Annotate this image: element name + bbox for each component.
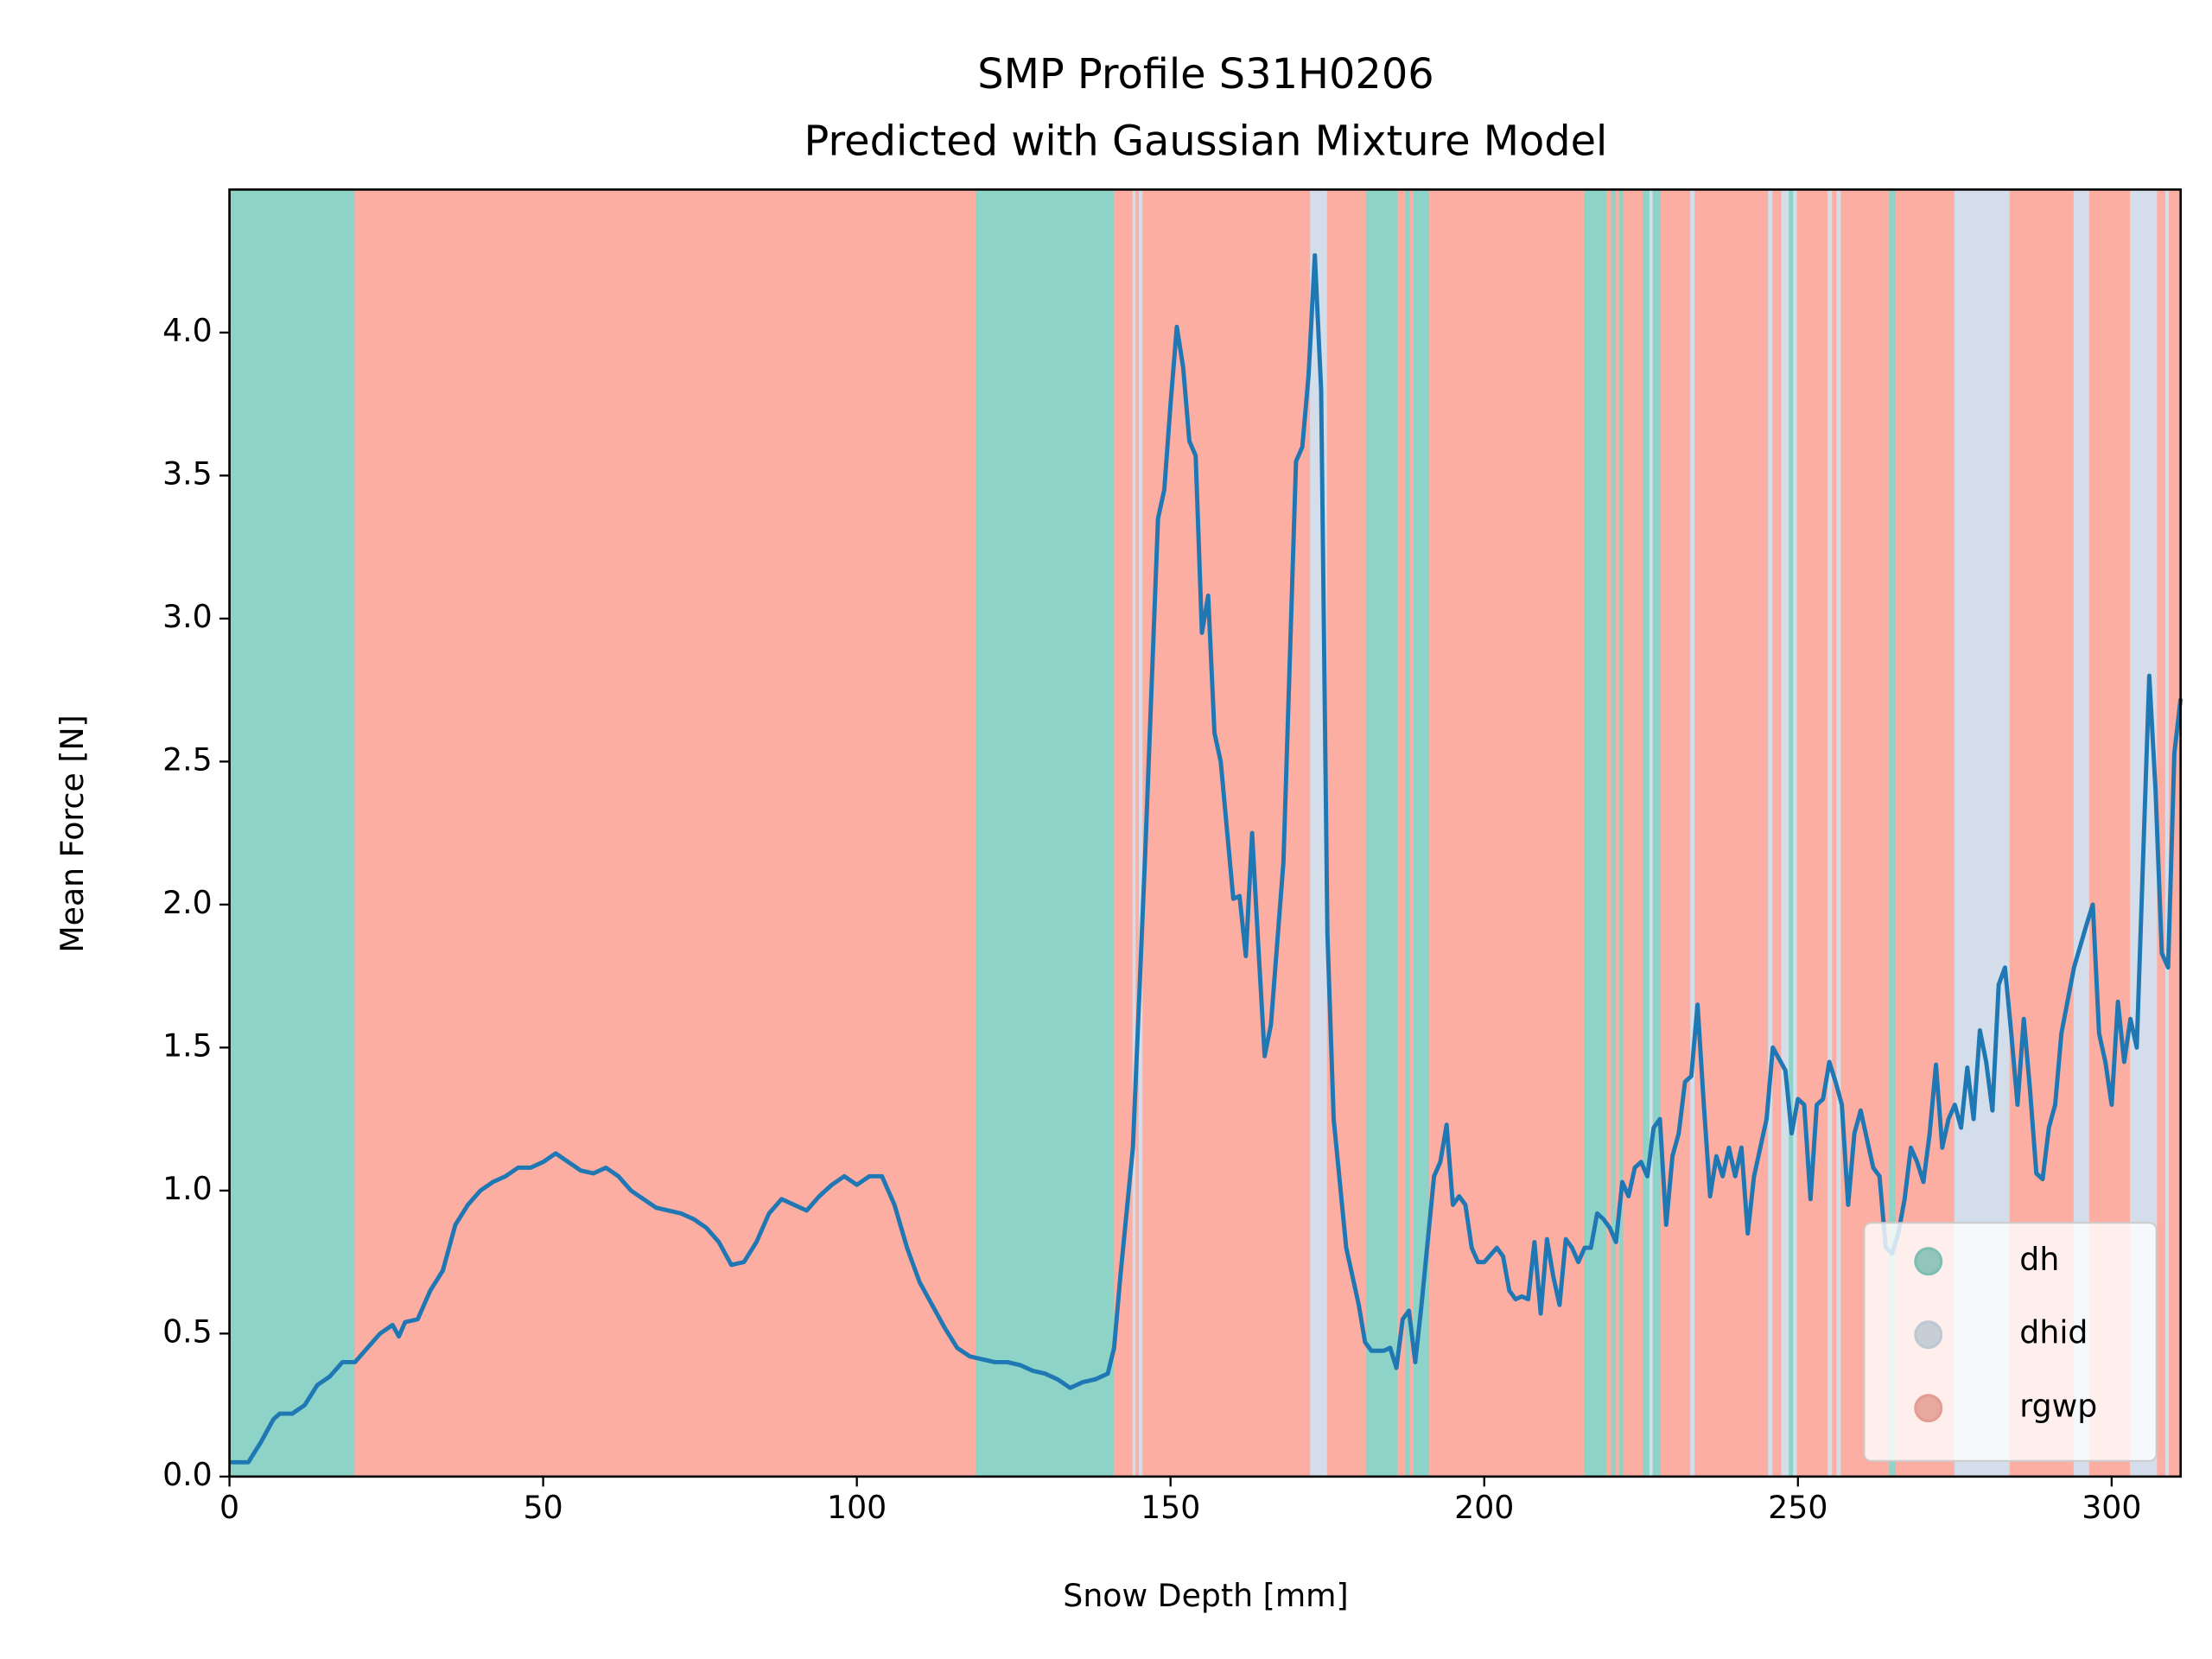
class-band <box>1365 188 1399 1478</box>
y-tick-label: 3.5 <box>162 454 213 492</box>
legend-box <box>1863 1222 2158 1462</box>
class-band <box>1827 188 1834 1478</box>
class-band <box>1326 188 1367 1478</box>
y-tick-label: 0.5 <box>162 1313 213 1350</box>
class-band <box>229 188 356 1478</box>
class-band <box>1781 188 1790 1478</box>
legend-label: rgwp <box>2019 1388 2097 1425</box>
class-band <box>1832 188 1838 1478</box>
class-band <box>1652 188 1662 1478</box>
y-tick-label: 1.0 <box>162 1170 213 1207</box>
y-tick-label: 2.5 <box>162 741 213 778</box>
class-band <box>1793 188 1798 1478</box>
class-band <box>2164 188 2171 1478</box>
chart-title: SMP Profile S31H0206 <box>977 51 1434 99</box>
class-band <box>1690 188 1696 1478</box>
x-tick-label: 50 <box>524 1489 563 1526</box>
class-band <box>1772 188 1783 1478</box>
x-tick-label: 250 <box>1768 1489 1827 1526</box>
legend-marker <box>1914 1320 1943 1350</box>
x-tick-label: 0 <box>219 1489 239 1526</box>
class-band <box>1789 188 1795 1478</box>
y-axis-label: Mean Force [N] <box>54 715 91 952</box>
y-tick-label: 4.0 <box>162 312 213 349</box>
class-band <box>1138 188 1144 1478</box>
class-band <box>354 188 977 1478</box>
lines <box>229 253 2183 1465</box>
legend-label: dhid <box>2019 1314 2088 1351</box>
class-band <box>1623 188 1643 1478</box>
ticks: 0 50 100 150 200 250 300 0.0 0.5 1.0 1.5 2.0 2.5 3.0 3… <box>162 312 2141 1526</box>
class-band <box>1619 188 1624 1478</box>
class-band <box>1405 188 1411 1478</box>
class-band <box>1135 188 1140 1478</box>
class-band <box>1429 188 1586 1478</box>
class-band <box>1649 188 1654 1478</box>
y-tick-label: 3.0 <box>162 598 213 635</box>
class-band <box>1605 188 1612 1478</box>
x-axis-label: Snow Depth [mm] <box>1063 1577 1348 1614</box>
legend: dh dhid rgwp <box>1863 1222 2158 1462</box>
y-tick-label: 0.0 <box>162 1456 213 1493</box>
x-tick-label: 300 <box>2082 1489 2141 1526</box>
x-tick-label: 200 <box>1454 1489 1514 1526</box>
class-band <box>1611 188 1617 1478</box>
legend-label: dh <box>2019 1241 2059 1278</box>
class-band <box>1113 188 1134 1478</box>
legend-marker <box>1914 1247 1943 1276</box>
class-band <box>1661 188 1692 1478</box>
legend-marker <box>1914 1394 1943 1423</box>
axes-frame <box>228 188 2183 1478</box>
chart-subtitle: Predicted with Gaussian Mixture Model <box>804 118 1608 166</box>
class-band <box>1584 188 1607 1478</box>
class-band <box>976 188 1115 1478</box>
class-band <box>1397 188 1407 1478</box>
x-tick-label: 150 <box>1141 1489 1200 1526</box>
class-band <box>1615 188 1621 1478</box>
x-tick-label: 100 <box>827 1489 887 1526</box>
data-line <box>229 253 2183 1465</box>
class-band <box>1796 188 1829 1478</box>
y-tick-label: 2.0 <box>162 884 213 921</box>
class-band <box>1409 188 1414 1478</box>
class-band <box>1768 188 1774 1478</box>
class-band <box>1836 188 1842 1478</box>
class-band <box>1132 188 1137 1478</box>
class-band <box>1642 188 1650 1478</box>
class-band <box>1694 188 1770 1478</box>
y-tick-label: 1.5 <box>162 1027 213 1064</box>
